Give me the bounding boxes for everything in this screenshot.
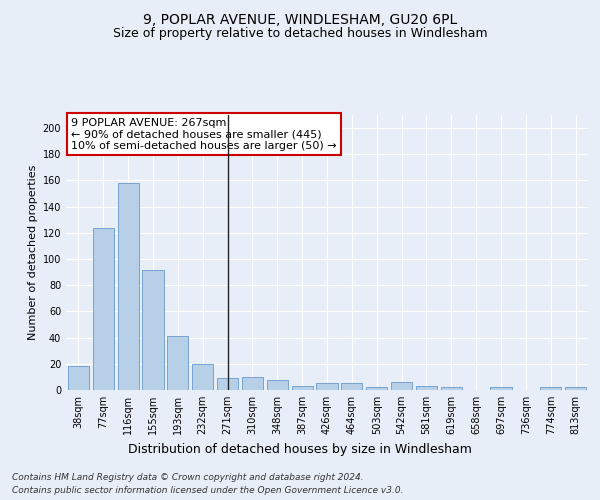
- Bar: [217, 378, 238, 390]
- Bar: [93, 228, 114, 390]
- Bar: [242, 377, 263, 390]
- Bar: [192, 364, 213, 390]
- Bar: [167, 336, 188, 390]
- Bar: [316, 384, 338, 390]
- Bar: [267, 380, 288, 390]
- Bar: [341, 384, 362, 390]
- Text: Distribution of detached houses by size in Windlesham: Distribution of detached houses by size …: [128, 442, 472, 456]
- Bar: [441, 388, 462, 390]
- Bar: [292, 386, 313, 390]
- Bar: [540, 388, 561, 390]
- Bar: [416, 386, 437, 390]
- Text: 9 POPLAR AVENUE: 267sqm
← 90% of detached houses are smaller (445)
10% of semi-d: 9 POPLAR AVENUE: 267sqm ← 90% of detache…: [71, 118, 337, 151]
- Text: Contains public sector information licensed under the Open Government Licence v3: Contains public sector information licen…: [12, 486, 404, 495]
- Text: Contains HM Land Registry data © Crown copyright and database right 2024.: Contains HM Land Registry data © Crown c…: [12, 472, 364, 482]
- Bar: [142, 270, 164, 390]
- Bar: [391, 382, 412, 390]
- Bar: [565, 388, 586, 390]
- Y-axis label: Number of detached properties: Number of detached properties: [28, 165, 38, 340]
- Text: Size of property relative to detached houses in Windlesham: Size of property relative to detached ho…: [113, 28, 487, 40]
- Bar: [490, 388, 512, 390]
- Bar: [68, 366, 89, 390]
- Text: 9, POPLAR AVENUE, WINDLESHAM, GU20 6PL: 9, POPLAR AVENUE, WINDLESHAM, GU20 6PL: [143, 12, 457, 26]
- Bar: [118, 183, 139, 390]
- Bar: [366, 388, 387, 390]
